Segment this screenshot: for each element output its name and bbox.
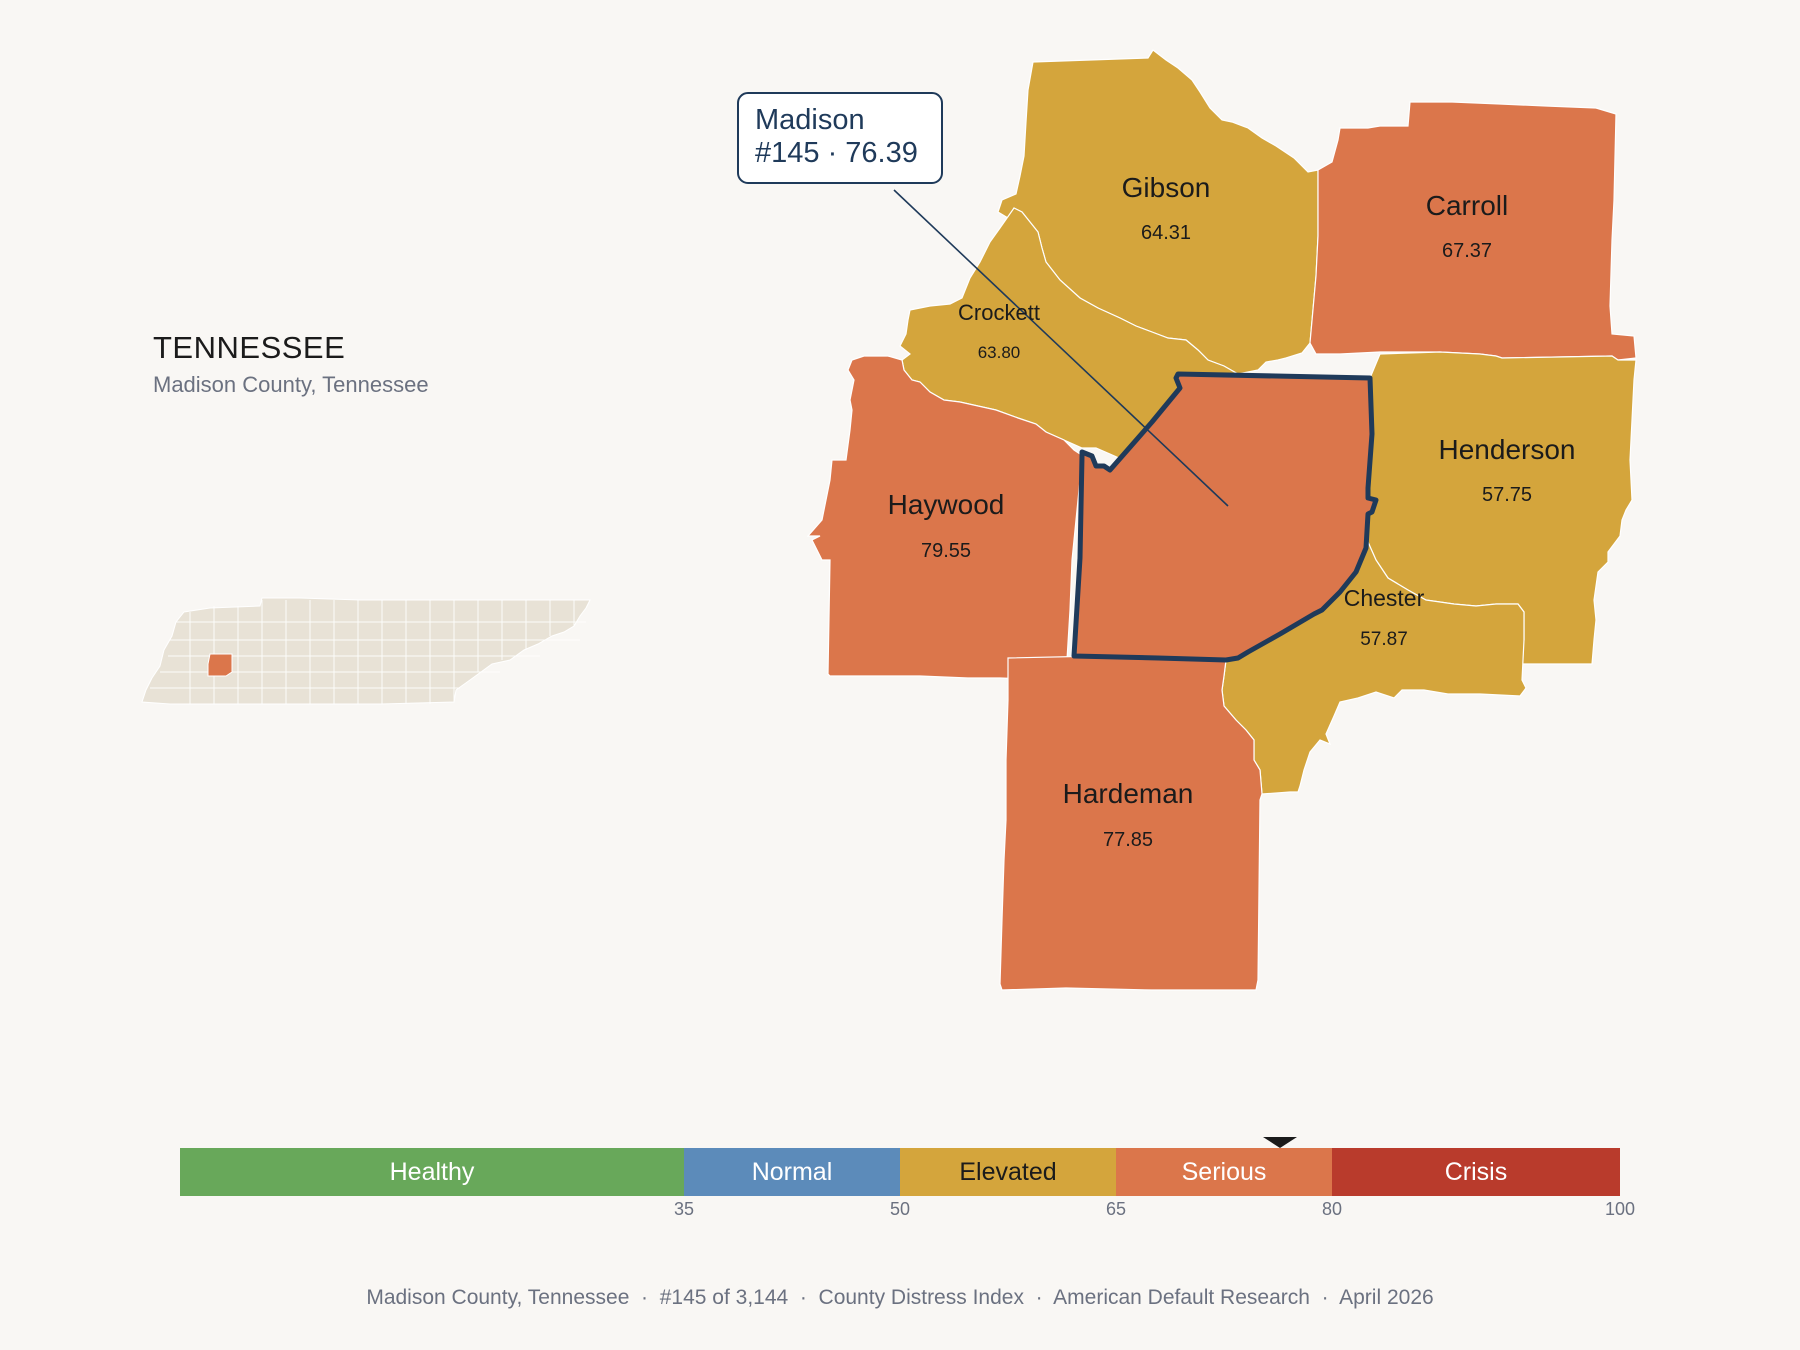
county-value-haywood: 79.55 [921,540,971,562]
madison-callout: Madison #145 · 76.39 [737,92,943,184]
score-pointer-icon [1263,1137,1298,1148]
county-value-hardeman: 77.85 [1103,829,1153,851]
county-value-chester: 57.87 [1360,629,1408,650]
callout-leader-line [893,189,1229,507]
scale-segment-serious: Serious [1116,1148,1332,1196]
scale-segment-healthy: Healthy [180,1148,684,1196]
county-label-crockett: Crockett [958,300,1040,325]
county-label-haywood: Haywood [888,489,1005,520]
county-value-henderson: 57.75 [1482,484,1532,506]
county-label-gibson: Gibson [1122,172,1211,203]
footer-source: American Default Research [1053,1286,1310,1309]
county-label-hardeman: Hardeman [1063,778,1194,809]
tennessee-county-grid [150,600,586,704]
county-label-chester: Chester [1344,585,1425,611]
county-value-carroll: 67.37 [1442,240,1492,262]
counties-layer [806,49,1637,991]
scale-segment-crisis: Crisis [1332,1148,1620,1196]
footer-index: County Distress Index [818,1286,1024,1309]
county-label-carroll: Carroll [1426,190,1508,221]
county-haywood[interactable] [806,355,1083,681]
madison-inset-marker [207,653,233,677]
scale-tick: 65 [1105,1199,1127,1219]
footer-rank: #145 of 3,144 [659,1286,789,1309]
footer-date: April 2026 [1339,1286,1434,1309]
scale-tick: 35 [673,1199,695,1219]
madison-outline [1071,371,1379,663]
state-subtitle: Madison County, Tennessee [153,372,429,397]
scale-tick: 80 [1321,1199,1343,1219]
callout-rank-score: #145 · 76.39 [755,137,918,169]
county-hardeman[interactable] [999,655,1263,991]
county-labels: Gibson 64.31 Carroll 67.37 Crockett 63.80 Hend… [888,172,1576,851]
footer: Madison County, Tennessee · #145 of 3,14… [366,1286,1434,1309]
callout-county-name: Madison [755,104,865,136]
state-title: TENNESSEE [153,330,346,365]
scale-segment-elevated: Elevated [900,1148,1116,1196]
footer-county: Madison County, Tennessee [366,1286,630,1309]
county-value-gibson: 64.31 [1141,222,1191,244]
distress-scale-bar: Healthy Normal Elevated Serious Crisis [180,1148,1620,1196]
scale-segment-normal: Normal [684,1148,900,1196]
county-label-henderson: Henderson [1439,434,1576,465]
county-carroll[interactable] [1309,101,1637,361]
scale-tick: 50 [889,1199,911,1219]
county-value-crockett: 63.80 [978,343,1021,362]
scale-tick: 100 [1604,1199,1636,1219]
tennessee-inset-map [141,597,591,705]
